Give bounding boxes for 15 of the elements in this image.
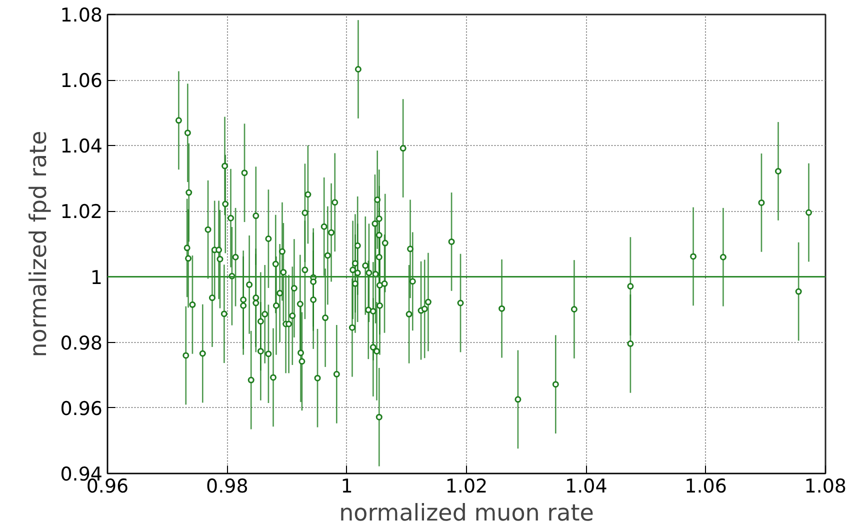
y-tick-label: 0.98 <box>60 332 103 354</box>
x-tick-label: 0.98 <box>206 476 248 498</box>
y-tick-label: 1.04 <box>60 136 103 158</box>
y-tick-label: 1 <box>90 266 103 289</box>
x-tick-label: 1.02 <box>445 476 488 498</box>
y-tick-label: 0.96 <box>60 398 103 420</box>
y-tick-label: 1.08 <box>60 4 103 26</box>
x-tick-label: 1.06 <box>684 476 727 498</box>
x-axis-title: normalized muon rate <box>339 500 594 526</box>
y-axis-title: normalized fpd rate <box>26 130 52 358</box>
y-tick-label: 1.02 <box>60 201 103 224</box>
x-tick-label: 1.08 <box>804 476 846 498</box>
y-tick-label: 1.06 <box>60 70 103 92</box>
x-tick-label: 1 <box>340 476 353 498</box>
x-tick-label: 1.04 <box>565 476 608 498</box>
